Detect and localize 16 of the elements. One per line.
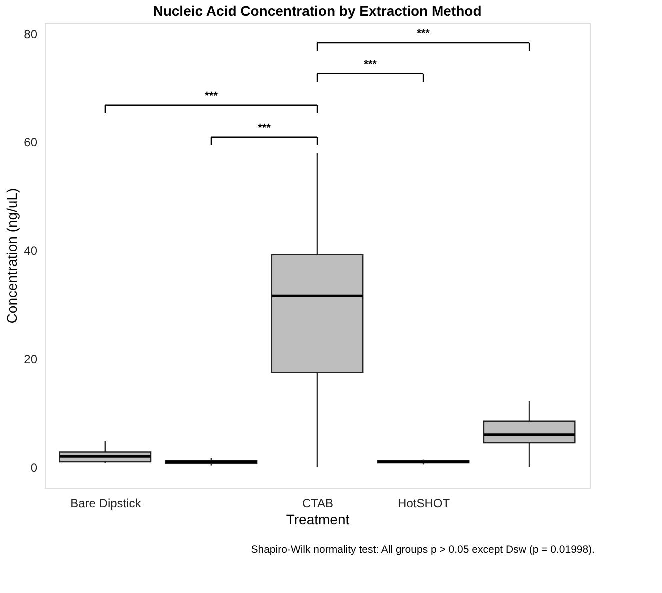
annotation: *** [205, 90, 219, 102]
chart-title: Nucleic Acid Concentration by Extraction Method [153, 3, 482, 19]
y-tick-label: 20 [24, 352, 38, 367]
y-tick-label: 60 [24, 136, 38, 150]
y-axis-title: Concentration (ng/uL) [4, 188, 20, 324]
text: Shapiro-Wilk normality test: All groups p > 0.05 except Dsw (p = 0.01998). [251, 544, 595, 556]
y-tick-label: 40 [24, 244, 38, 258]
x-tick-label: Bare Dipstick [70, 496, 142, 510]
y-tick-label: 0 [30, 460, 38, 475]
y-tick-label: 80 [24, 27, 38, 42]
x-tick-label: HotSHOT [398, 496, 451, 510]
x-axis-title: Treatment [286, 512, 350, 528]
annotation: *** [364, 58, 378, 71]
annotation: *** [417, 28, 431, 40]
x-tick-label: CTAB [302, 496, 334, 510]
annotation: *** [258, 122, 272, 134]
